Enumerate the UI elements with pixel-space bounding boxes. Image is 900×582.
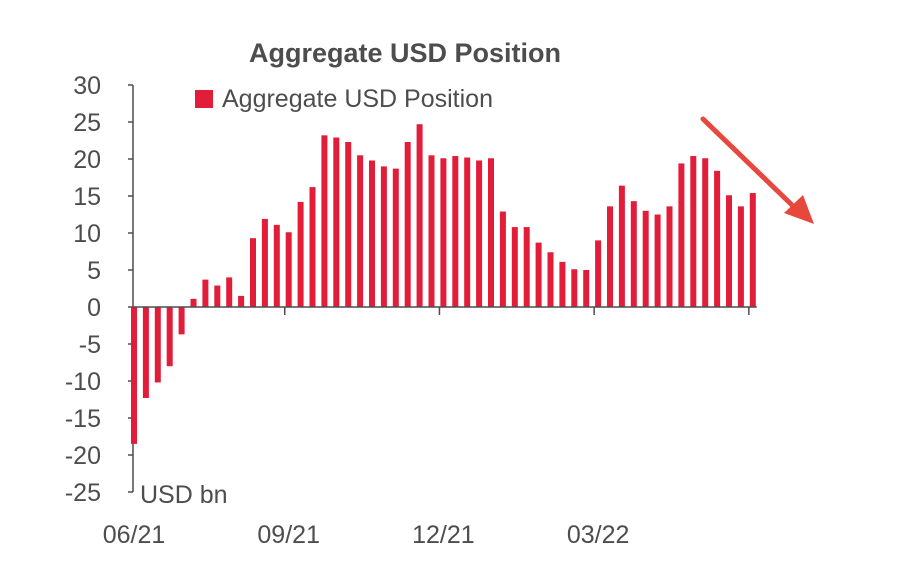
y-tick-label: -5 [79, 331, 101, 359]
bar [131, 307, 137, 444]
x-axis: 06/21 09/21 12/21 03/22 [103, 306, 757, 549]
y-tick-label: 20 [73, 146, 101, 174]
y-tick-label: 25 [73, 109, 101, 137]
bar [630, 201, 637, 307]
bar [511, 227, 518, 307]
unit-label: USD bn [140, 481, 228, 509]
bar [214, 285, 221, 307]
y-tick-label: 30 [73, 72, 101, 100]
x-tick-label: 03/22 [567, 521, 630, 549]
bar [714, 170, 721, 307]
y-tick-label: -25 [65, 479, 101, 507]
bar [202, 279, 209, 307]
bar [357, 155, 364, 307]
x-tick-label: 06/21 [103, 521, 166, 549]
bar [702, 158, 709, 307]
bar [321, 135, 328, 307]
trend-arrow-head [784, 195, 814, 224]
y-axis: 30 25 20 15 10 5 0 -5 -10 -15 -20 -25 [65, 72, 134, 507]
bar [571, 269, 578, 307]
bar [297, 201, 304, 307]
x-tick-label: 09/21 [257, 521, 320, 549]
bar [273, 224, 280, 307]
bar [309, 187, 316, 307]
bar [666, 206, 673, 307]
y-tick-label: 10 [73, 220, 101, 248]
bar [523, 227, 530, 307]
bar [333, 137, 340, 307]
bar [369, 160, 375, 307]
bar [142, 307, 149, 399]
bar [285, 232, 292, 307]
bar [440, 158, 447, 307]
y-tick-label: -10 [65, 368, 101, 396]
y-tick-label: -15 [65, 405, 101, 433]
bar [690, 156, 697, 307]
bar [190, 298, 197, 307]
bar [726, 195, 732, 307]
legend-label: Aggregate USD Position [222, 85, 493, 113]
bar [345, 141, 352, 307]
legend-swatch [195, 90, 213, 108]
chart-title: Aggregate USD Position [249, 38, 561, 68]
bar [535, 242, 542, 307]
bar [547, 252, 554, 307]
bar [499, 211, 506, 307]
bar [452, 156, 459, 307]
bar [607, 206, 613, 307]
bar [404, 141, 411, 307]
bar [737, 206, 744, 307]
bar [488, 158, 494, 307]
bar [654, 214, 661, 307]
bar [678, 163, 685, 307]
bar [642, 210, 649, 307]
bar [618, 185, 625, 307]
bar [166, 307, 173, 367]
bar [226, 277, 233, 307]
x-tick-label: 12/21 [412, 521, 475, 549]
bar [559, 261, 566, 307]
y-tick-label: 0 [87, 294, 101, 322]
y-tick-label: -20 [65, 442, 101, 470]
bar [250, 238, 256, 307]
bar [583, 270, 590, 307]
bar [428, 155, 435, 307]
bars [131, 124, 756, 444]
bar [261, 218, 268, 307]
bar [595, 240, 602, 307]
bar [178, 307, 185, 335]
y-tick-label: 5 [87, 257, 101, 285]
bar [154, 307, 161, 383]
bar [380, 166, 387, 307]
bar [476, 160, 483, 307]
bar [464, 157, 471, 307]
bar [749, 193, 756, 307]
bar [392, 168, 399, 307]
bar [416, 124, 423, 307]
trend-arrow-shaft [700, 116, 796, 209]
trend-arrow [700, 116, 814, 224]
y-tick-label: 15 [73, 183, 101, 211]
bar [238, 295, 245, 307]
